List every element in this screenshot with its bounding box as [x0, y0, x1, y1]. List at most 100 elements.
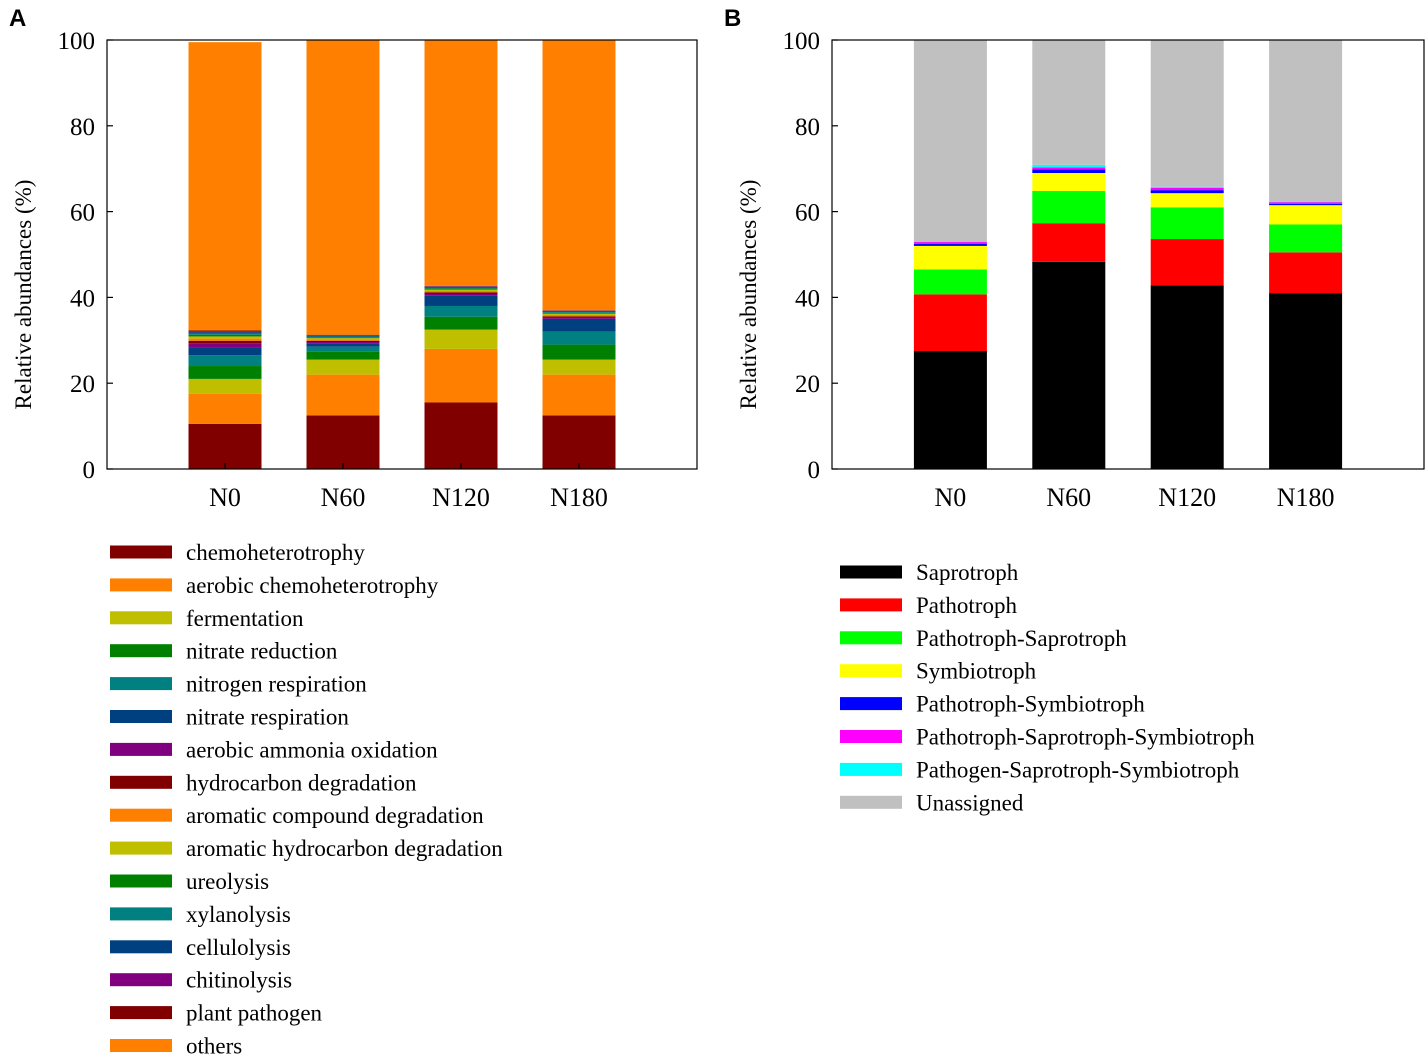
bar-n60-aromatic-compound-degradation [307, 339, 380, 340]
bar-n120-nitrate-reduction [425, 317, 498, 330]
bar-n0-symbiotroph [914, 246, 987, 270]
bar-n60-chemoheterotrophy [307, 415, 380, 469]
bar-n0-fermentation [189, 379, 262, 394]
y-tick-label: 60 [795, 200, 820, 227]
legend-swatch-pathotroph-saprotroph [840, 631, 902, 644]
legend: chemoheterotrophy aerobic chemoheterotrop… [110, 540, 503, 1055]
bar-n120-symbiotroph [1151, 193, 1224, 207]
bar-n0-pathotroph [914, 294, 987, 351]
bar-n180-unassigned [1269, 40, 1342, 201]
legend-swatch-aromatic-hydrocarbon-degradation [110, 842, 172, 855]
bar-n0-pathotroph-symbiotroph [914, 244, 987, 246]
legend-swatch-saprotroph [840, 566, 902, 579]
legend-label: aerobic chemoheterotrophy [186, 573, 439, 598]
y-tick-label: 80 [70, 114, 95, 141]
bar-n0-pathogen-saprotroph-symbiotroph [914, 241, 987, 242]
legend-swatch-xylanolysis [110, 907, 172, 920]
bar-n180-pathotroph [1269, 252, 1342, 293]
y-tick-label: 40 [70, 285, 95, 312]
legend-swatch-unassigned [840, 796, 902, 809]
bar-n60-aerobic-chemoheterotrophy [307, 375, 380, 416]
legend-label: chemoheterotrophy [186, 540, 365, 565]
bar-n180-saprotroph [1269, 293, 1342, 469]
bar-n180-aromatic-compound-degradation [543, 315, 616, 316]
bar-n180-symbiotroph [1269, 205, 1342, 224]
bar-n0-ureolysis [189, 335, 262, 337]
bar-n120-aromatic-hydrocarbon-degradation [425, 290, 498, 291]
bar-n60-pathotroph-symbiotroph [1032, 170, 1105, 173]
bar-n0-chemoheterotrophy [189, 424, 262, 469]
legend-label: ureolysis [186, 869, 269, 894]
legend-swatch-aerobic-chemoheterotrophy [110, 578, 172, 591]
bar-n60-unassigned [1032, 40, 1105, 165]
bar-n120-nitrate-respiration [425, 295, 498, 306]
legend-label: Pathotroph-Saprotroph [916, 626, 1127, 651]
bar-n60-pathotroph [1032, 223, 1105, 262]
legend-label: Saprotroph [916, 560, 1019, 585]
y-tick-label: 80 [795, 114, 820, 141]
bar-n120-fermentation [425, 330, 498, 349]
legend-label: Pathotroph [916, 593, 1017, 618]
bar-n0-unassigned [914, 40, 987, 241]
bar-n120-others [425, 40, 498, 286]
x-tick-label: N0 [935, 483, 967, 512]
bar-n180-fermentation [543, 360, 616, 375]
bar-n60-others [307, 40, 380, 335]
bar-n0-aromatic-compound-degradation [189, 339, 262, 341]
bar-n180-pathotroph-saprotroph-symbiotroph [1269, 202, 1342, 204]
bar-n60-aerobic-ammonia-oxidation [307, 342, 380, 343]
legend-swatch-nitrogen-respiration [110, 677, 172, 690]
legend-swatch-cellulolysis [110, 940, 172, 953]
legend: Saprotroph Pathotroph Pathotroph-Saprotrop… [840, 560, 1255, 815]
legend-label: plant pathogen [186, 1001, 323, 1026]
legend-swatch-plant-pathogen [110, 1006, 172, 1019]
bar-n0-others [189, 42, 262, 330]
bar-n0-aerobic-ammonia-oxidation [189, 343, 262, 347]
legend-label: aerobic ammonia oxidation [186, 737, 438, 762]
legend-label: cellulolysis [186, 935, 291, 960]
legend-swatch-aromatic-compound-degradation [110, 809, 172, 822]
legend-swatch-nitrate-reduction [110, 644, 172, 657]
bar-n60-saprotroph [1032, 262, 1105, 469]
bar-n0-hydrocarbon-degradation [189, 341, 262, 344]
bar-n120-nitrogen-respiration [425, 306, 498, 317]
bar-n0-nitrogen-respiration [189, 355, 262, 366]
panel-label: A [9, 5, 26, 32]
bar-n120-pathotroph [1151, 239, 1224, 285]
y-tick-label: 100 [783, 28, 821, 55]
legend-label: fermentation [186, 606, 304, 631]
bar-n180-aerobic-ammonia-oxidation [543, 318, 616, 319]
bar-n0-plant-pathogen [189, 330, 262, 331]
bar-n0-aerobic-chemoheterotrophy [189, 394, 262, 424]
legend-swatch-chemoheterotrophy [110, 546, 172, 559]
bar-n120-pathotroph-symbiotroph [1151, 190, 1224, 193]
bar-n120-pathotroph-saprotroph-symbiotroph [1151, 188, 1224, 190]
x-tick-label: N60 [321, 483, 366, 512]
bar-n180-cellulolysis [543, 311, 616, 312]
bar-n180-aromatic-hydrocarbon-degradation [543, 314, 616, 315]
bar-n0-pathotroph-saprotroph-symbiotroph [914, 242, 987, 244]
legend-swatch-symbiotroph [840, 664, 902, 677]
legend-label: hydrocarbon degradation [186, 770, 417, 795]
bar-n180-others [543, 40, 616, 310]
bar-n0-aromatic-hydrocarbon-degradation [189, 336, 262, 338]
bar-n120-cellulolysis [425, 287, 498, 288]
bar-n120-unassigned [1151, 40, 1224, 187]
bar-n120-pathotroph-saprotroph [1151, 207, 1224, 239]
legend-label: aromatic hydrocarbon degradation [186, 836, 503, 861]
bar-n60-xylanolysis [307, 336, 380, 337]
legend-swatch-pathotroph [840, 598, 902, 611]
legend-label: nitrate respiration [186, 705, 349, 730]
bar-n120-aerobic-ammonia-oxidation [425, 294, 498, 295]
legend-label: chitinolysis [186, 968, 292, 993]
y-tick-label: 20 [70, 371, 95, 398]
bar-n60-symbiotroph [1032, 173, 1105, 191]
bar-n60-nitrate-respiration [307, 343, 380, 346]
legend-swatch-pathogen-saprotroph-symbiotroph [840, 763, 902, 776]
legend-swatch-chitinolysis [110, 973, 172, 986]
bar-n60-aromatic-hydrocarbon-degradation [307, 338, 380, 339]
bar-n0-cellulolysis [189, 332, 262, 333]
legend-label: Pathotroph-Symbiotroph [916, 692, 1145, 717]
